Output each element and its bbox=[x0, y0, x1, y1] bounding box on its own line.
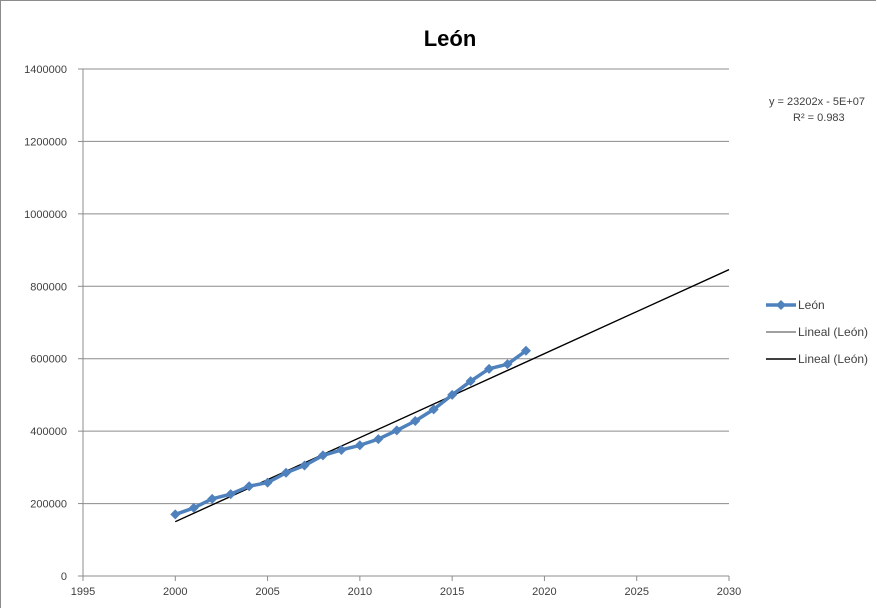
data-point-marker bbox=[410, 416, 421, 427]
y-tick-label: 600000 bbox=[30, 354, 67, 366]
data-point-marker bbox=[391, 425, 402, 436]
y-tick-label: 400000 bbox=[30, 426, 67, 438]
x-tick-label: 1995 bbox=[71, 586, 95, 598]
r-squared-label: R² = 0.983 bbox=[793, 112, 845, 124]
y-tick-label: 1000000 bbox=[24, 209, 67, 221]
y-tick-label: 0 bbox=[61, 571, 67, 583]
data-point-marker bbox=[207, 493, 218, 504]
data-point-marker bbox=[299, 460, 310, 471]
data-point-marker bbox=[373, 434, 384, 445]
trendline-equation: y = 23202x - 5E+07 bbox=[769, 96, 865, 108]
data-point-marker bbox=[170, 509, 181, 520]
data-point-marker bbox=[465, 376, 476, 387]
data-point-marker bbox=[447, 389, 458, 400]
x-tick-label: 2030 bbox=[717, 586, 741, 598]
y-tick-label: 1200000 bbox=[24, 136, 67, 148]
x-tick-label: 2005 bbox=[255, 586, 279, 598]
data-point-marker bbox=[244, 481, 255, 492]
data-point-marker bbox=[520, 345, 531, 356]
data-point-marker bbox=[188, 502, 199, 513]
trendline-equation-box: y = 23202x - 5E+07 R² = 0.983 bbox=[769, 96, 865, 124]
data-point-marker bbox=[484, 363, 495, 374]
legend-marker bbox=[776, 300, 786, 310]
data-series bbox=[170, 345, 531, 520]
x-tick-label: 2025 bbox=[624, 586, 648, 598]
legend-label: León bbox=[798, 298, 825, 312]
data-point-marker bbox=[225, 489, 236, 500]
y-tick-label: 800000 bbox=[30, 281, 67, 293]
data-point-marker bbox=[428, 404, 439, 415]
data-point-marker bbox=[354, 440, 365, 451]
x-tick-label: 2015 bbox=[440, 586, 464, 598]
gridlines bbox=[83, 68, 729, 505]
data-point-marker bbox=[281, 467, 292, 478]
data-point-marker bbox=[262, 477, 273, 488]
legend-label: Lineal (León) bbox=[798, 325, 868, 339]
legend: León Lineal (León) Lineal (León) bbox=[766, 298, 868, 366]
data-point-marker bbox=[336, 444, 347, 455]
legend-label: Lineal (León) bbox=[798, 352, 868, 366]
data-point-marker bbox=[317, 450, 328, 461]
y-tick-label: 200000 bbox=[30, 499, 67, 511]
y-tick-label: 1400000 bbox=[24, 64, 67, 76]
x-tick-labels: 1995 2000 2005 2010 2015 2020 2025 2030 bbox=[71, 586, 741, 598]
data-point-marker bbox=[502, 359, 513, 370]
axes bbox=[78, 68, 730, 581]
x-tick-label: 2020 bbox=[532, 586, 556, 598]
y-tick-labels: 0 200000 400000 600000 800000 1000000 1200000 1… bbox=[24, 64, 67, 583]
x-tick-label: 2000 bbox=[163, 586, 187, 598]
chart-title: León bbox=[424, 26, 477, 51]
series-line bbox=[174, 349, 527, 517]
x-tick-label: 2010 bbox=[348, 586, 372, 598]
